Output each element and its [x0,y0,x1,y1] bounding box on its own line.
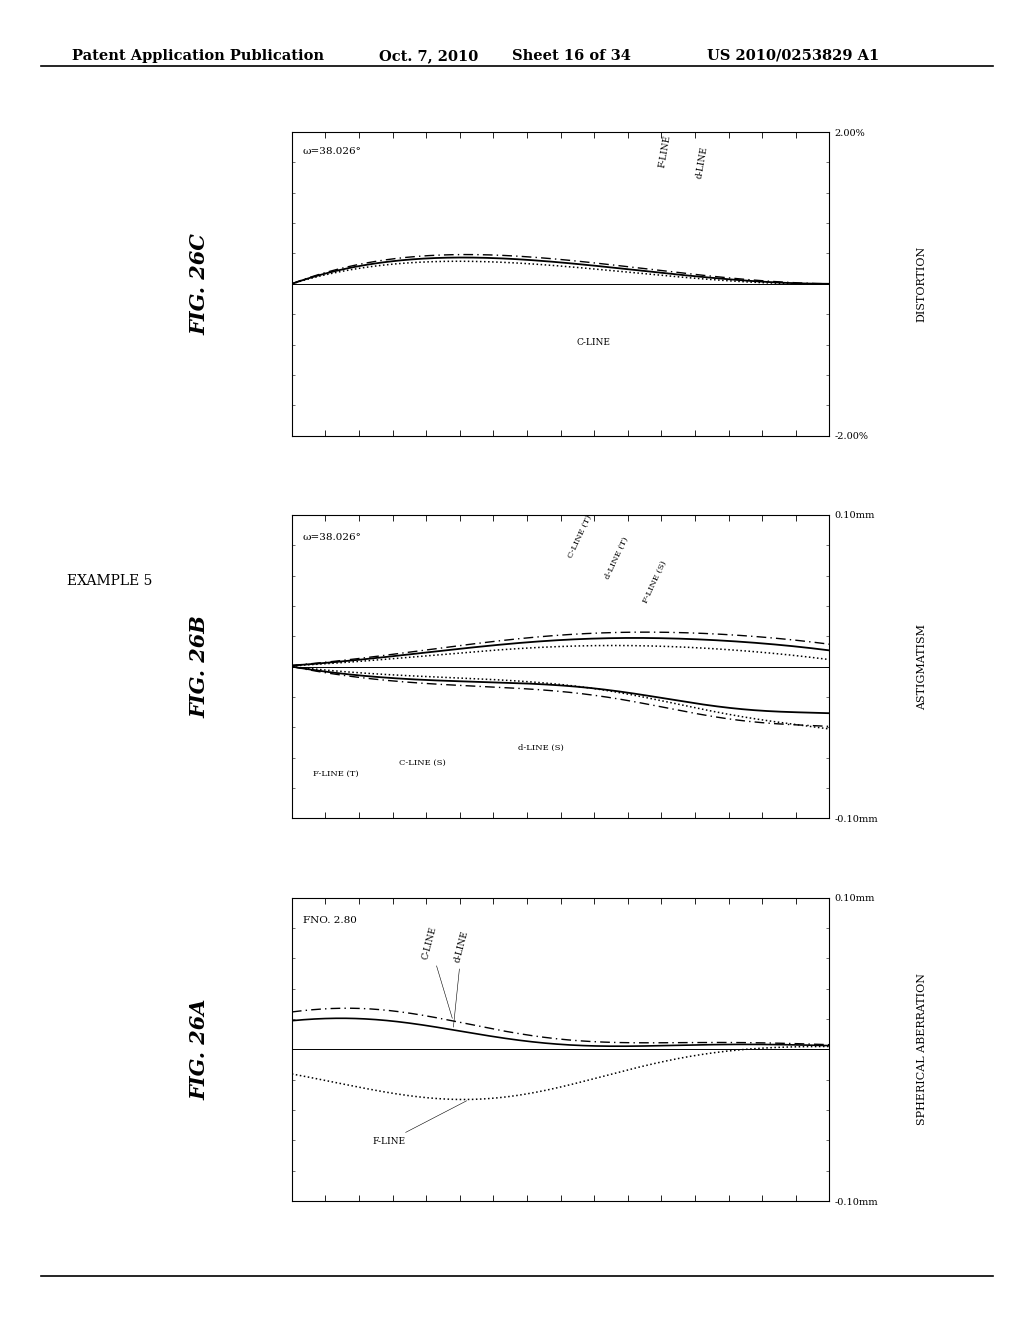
Text: F-LINE (T): F-LINE (T) [313,770,359,777]
Text: d-LINE: d-LINE [695,145,710,180]
Text: C-LINE (T): C-LINE (T) [566,513,593,560]
Text: SPHERICAL ABERRATION: SPHERICAL ABERRATION [916,973,927,1126]
Text: d-LINE (T): d-LINE (T) [604,536,630,581]
Text: FNO. 2.80: FNO. 2.80 [303,916,356,925]
Text: US 2010/0253829 A1: US 2010/0253829 A1 [707,49,879,63]
Text: d-LINE (S): d-LINE (S) [518,744,563,752]
Text: ASTIGMATISM: ASTIGMATISM [916,623,927,710]
Text: d-LINE: d-LINE [453,929,470,1027]
Text: Sheet 16 of 34: Sheet 16 of 34 [512,49,631,63]
Text: ω=38.026°: ω=38.026° [303,148,361,156]
Text: FIG. 26B: FIG. 26B [189,615,210,718]
Text: EXAMPLE 5: EXAMPLE 5 [67,574,152,587]
Text: F-LINE: F-LINE [657,133,672,168]
Text: F-LINE (S): F-LINE (S) [641,560,668,605]
Text: C-LINE: C-LINE [577,338,610,347]
Text: C-LINE (S): C-LINE (S) [399,759,446,767]
Text: DISTORTION: DISTORTION [916,246,927,322]
Text: ω=38.026°: ω=38.026° [303,533,361,543]
Text: F-LINE: F-LINE [373,1101,467,1146]
Text: C-LINE: C-LINE [421,925,453,1018]
Text: FIG. 26A: FIG. 26A [189,999,210,1100]
Text: Patent Application Publication: Patent Application Publication [72,49,324,63]
Text: FIG. 26C: FIG. 26C [189,232,210,335]
Text: Oct. 7, 2010: Oct. 7, 2010 [379,49,478,63]
